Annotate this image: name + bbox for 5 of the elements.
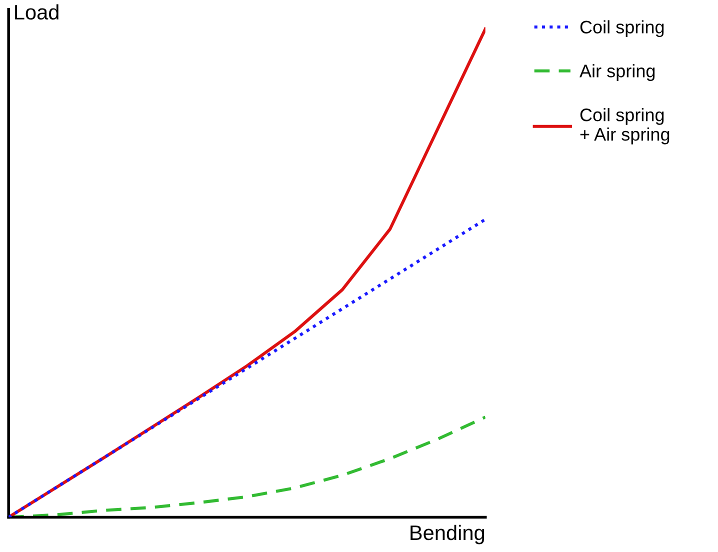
legend-label: Coil spring [580,20,664,38]
legend-label: Air spring [580,64,655,81]
legend-label: Coil spring + Air spring [580,108,670,144]
y-axis-title: Load [15,4,58,20]
x-axis-title: Bending [410,524,484,544]
